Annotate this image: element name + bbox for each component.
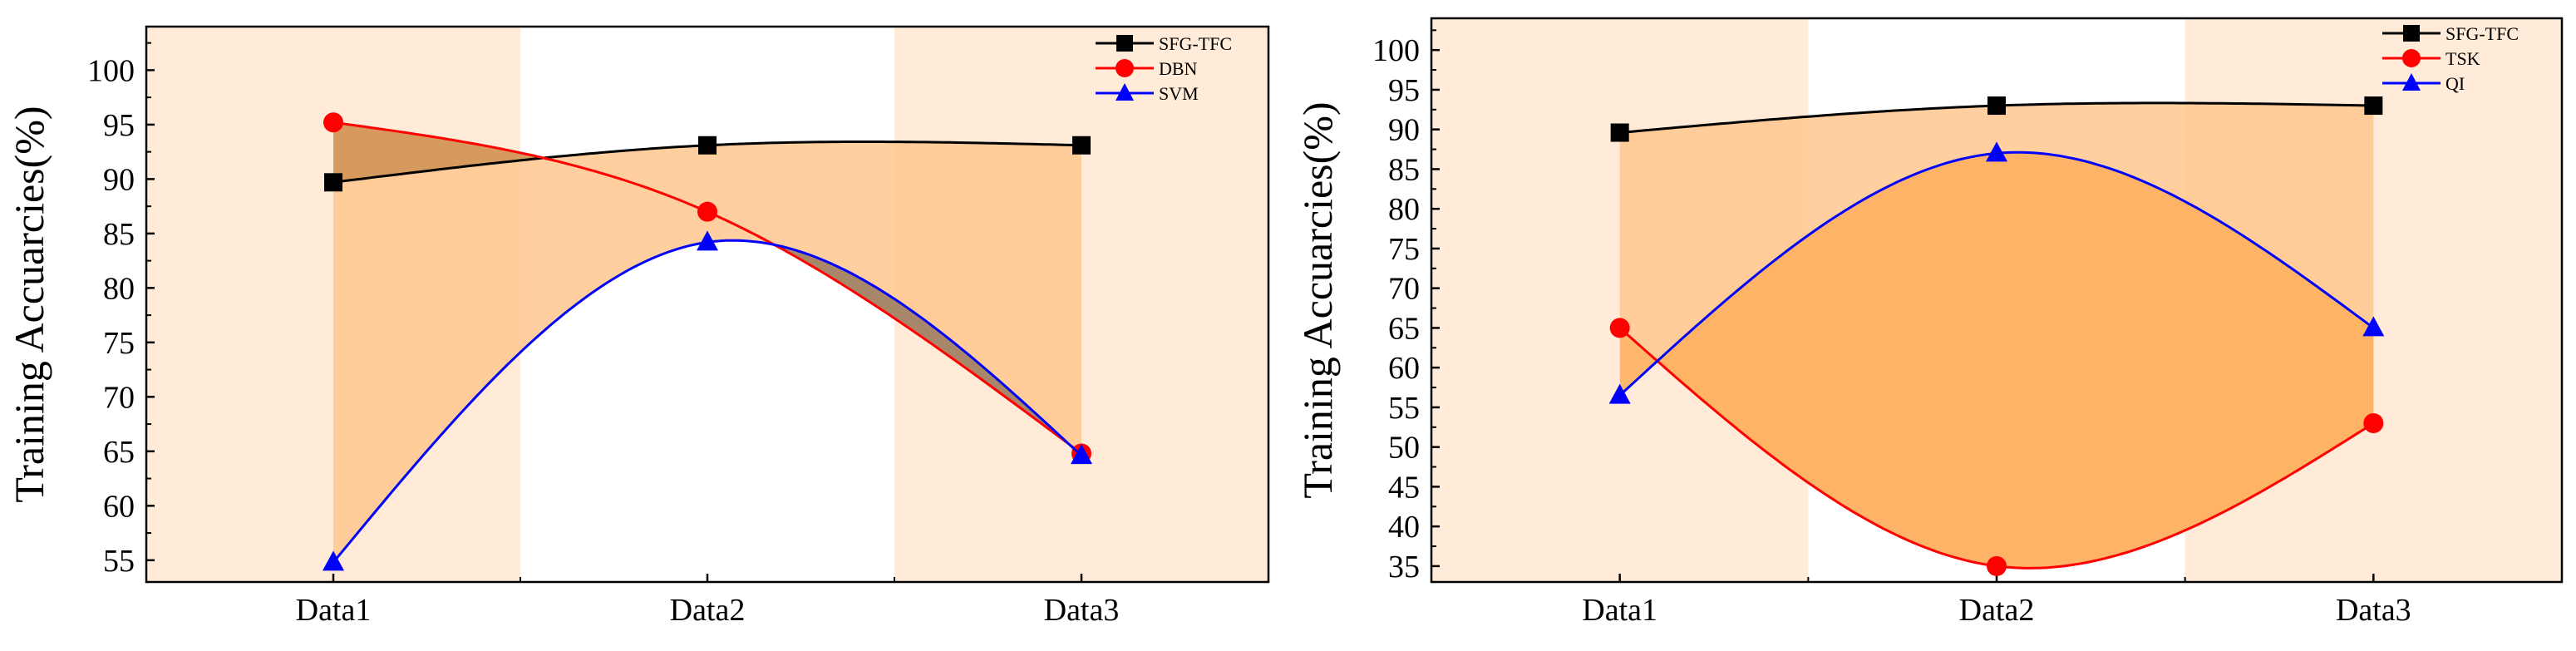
x-tick-label-data1: Data1 [1582,593,1657,628]
y-tick-label: 100 [1372,33,1420,68]
legend-label-sfg-tfc: SFG-TFC [2445,23,2519,44]
y-tick-label: 80 [1388,192,1420,227]
y-tick-label: 55 [1388,391,1420,426]
legend-marker-dbn [1116,59,1134,77]
legend: SFG-TFC DBN SVM [1096,33,1232,104]
y-tick-label: 75 [103,326,135,361]
y-tick-label: 95 [103,108,135,143]
y-tick-label: 50 [1388,431,1420,466]
chart-left: 55 60 65 70 75 80 85 90 95 100 Data1 Data2 Data3 Trai… [6,25,1270,628]
y-tick-label: 65 [1388,311,1420,346]
y-tick-label: 55 [103,544,135,579]
x-tick-label-data2: Data2 [1959,593,2035,628]
fill-area-bottom [333,122,1081,563]
y-tick-label: 85 [1388,152,1420,187]
legend-marker-qi [2402,73,2421,91]
legend-label-svm: SVM [1159,83,1199,104]
y-tick-label: 35 [1388,550,1420,584]
y-tick-label: 60 [103,489,135,524]
data-point-qi-data1 [1608,383,1631,404]
legend: SFG-TFC TSK QI [2382,23,2519,94]
y-axis-label: Training Accuarcies(%) [6,106,52,502]
y-tick-label: 75 [1388,232,1420,267]
legend-marker-sfg-tfc [2403,25,2420,42]
data-point-qi-data3 [2362,316,2385,337]
y-tick-label: 90 [1388,113,1420,148]
y-tick-label: 45 [1388,470,1420,505]
data-point-dbn-data1 [323,112,343,133]
y-tick-label: 40 [1388,510,1420,545]
y-tick-label: 70 [103,380,135,415]
data-point-svm-data1 [323,550,344,571]
legend-label-dbn: DBN [1159,58,1198,79]
legend-label-qi: QI [2445,73,2465,94]
legend-marker-sfg-tfc [1116,35,1133,52]
fill-area-bottom [1619,152,2374,569]
y-tick-label: 60 [1388,351,1420,386]
data-point-sfg-tfc-data1 [324,173,342,192]
x-tick-label-data3: Data3 [2336,593,2411,628]
data-point-tsk-data1 [1609,318,1630,338]
chart-right: 35 40 45 50 55 60 65 70 75 80 85 90 95 100 Data1 Data2 D… [1294,17,2564,628]
data-point-svm-data3 [1071,444,1092,465]
y-tick-label: 95 [1388,73,1420,108]
y-tick-label: 70 [1388,272,1420,307]
legend-marker-tsk [2402,49,2421,67]
x-tick-label-data3: Data3 [1044,593,1120,628]
data-point-sfg-tfc-data2 [1987,96,2006,116]
y-tick-label: 80 [103,271,135,306]
y-axis-label: Training Accuarcies(%) [1294,101,1341,498]
y-tick-label: 100 [87,53,135,88]
data-point-qi-data2 [1986,141,2007,162]
fill-overlap-top [333,122,539,183]
data-point-sfg-tfc-data3 [2364,96,2383,116]
data-point-dbn-data2 [697,201,717,222]
x-tick-label-data2: Data2 [670,593,746,628]
data-point-svm-data2 [697,230,718,251]
data-point-tsk-data3 [2363,413,2384,434]
x-tick-label-data1: Data1 [296,593,372,628]
legend-label-sfg-tfc: SFG-TFC [1159,33,1232,54]
y-tick-label: 65 [103,435,135,470]
data-point-sfg-tfc-data3 [1072,136,1091,155]
data-point-sfg-tfc-data2 [698,136,717,155]
legend-label-tsk: TSK [2445,48,2480,69]
data-point-sfg-tfc-data1 [1610,123,1629,142]
legend-marker-svm [1116,83,1134,101]
fill-area-top [333,122,1081,454]
y-tick-label: 85 [103,217,135,252]
y-tick-label: 90 [103,162,135,197]
data-point-tsk-data2 [1987,555,2007,576]
